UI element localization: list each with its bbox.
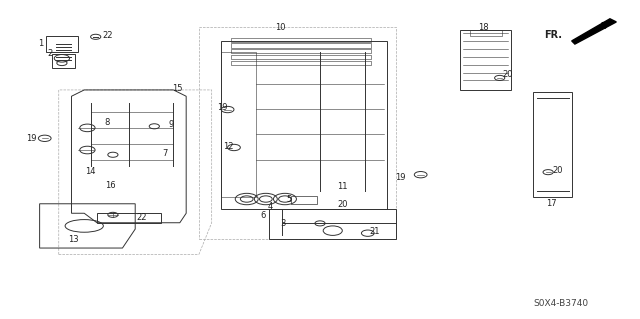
Text: 16: 16: [104, 181, 115, 190]
Text: 19: 19: [217, 103, 227, 112]
Bar: [470, 30, 502, 36]
Text: FR.: FR.: [544, 30, 562, 40]
Text: 17: 17: [546, 199, 557, 208]
Text: 10: 10: [275, 23, 286, 32]
Bar: [231, 61, 371, 65]
Text: 19: 19: [26, 134, 36, 143]
Text: 9: 9: [168, 120, 173, 129]
Text: 7: 7: [163, 149, 168, 158]
Text: S0X4-B3740: S0X4-B3740: [534, 299, 589, 308]
Bar: [231, 43, 371, 48]
Bar: [291, 197, 317, 204]
Text: 20: 20: [337, 200, 348, 209]
Text: 15: 15: [172, 84, 182, 93]
Polygon shape: [572, 19, 616, 44]
Text: 14: 14: [86, 167, 96, 176]
Text: 22: 22: [102, 31, 113, 40]
Text: 5: 5: [287, 195, 292, 204]
Text: 19: 19: [396, 173, 406, 182]
Text: 18: 18: [478, 23, 489, 32]
Text: 20: 20: [552, 166, 563, 175]
Bar: [231, 38, 371, 42]
Text: 6: 6: [260, 211, 266, 220]
Text: 2: 2: [47, 49, 52, 58]
Text: 12: 12: [223, 142, 234, 151]
Text: 1: 1: [38, 39, 44, 48]
Bar: [231, 49, 371, 53]
Text: 21: 21: [370, 227, 380, 236]
Bar: [231, 55, 371, 59]
Text: 22: 22: [136, 212, 147, 222]
Text: 20: 20: [503, 70, 513, 79]
Text: 3: 3: [280, 219, 285, 228]
Text: 11: 11: [337, 182, 348, 191]
Text: 8: 8: [104, 118, 110, 127]
Text: 13: 13: [68, 235, 79, 244]
Text: 4: 4: [268, 202, 273, 211]
